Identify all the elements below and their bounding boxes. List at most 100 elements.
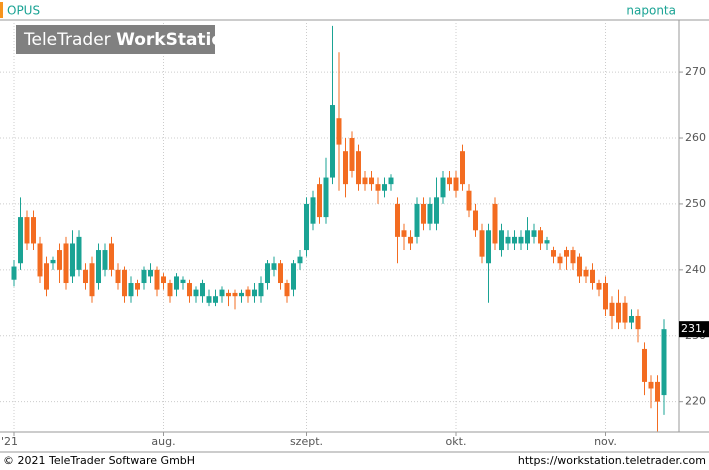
candle-body xyxy=(206,296,212,303)
candle-body xyxy=(122,269,127,297)
candle-body xyxy=(343,151,348,185)
candle-body xyxy=(401,230,407,237)
candle-body xyxy=(622,302,628,323)
y-tick-label: 220 xyxy=(685,395,706,408)
candle-body xyxy=(421,203,426,224)
candle-body xyxy=(408,236,413,244)
candle-body xyxy=(219,289,225,297)
candle-body xyxy=(356,151,361,185)
candle-body xyxy=(291,263,296,290)
candle-body xyxy=(83,269,88,284)
candle-body xyxy=(551,250,556,257)
candle-body xyxy=(265,263,270,284)
candle-body xyxy=(434,197,439,224)
candle-body xyxy=(583,269,589,277)
candle-body xyxy=(505,236,511,244)
plot: 220230240250260270'21aug.szept.okt.nov.2… xyxy=(0,20,709,448)
candle-body xyxy=(414,203,420,237)
logo: TeleTrader WorkStation xyxy=(23,30,235,50)
candle-body xyxy=(63,243,69,284)
candle-body xyxy=(193,289,199,297)
candle-body xyxy=(50,259,56,264)
candle-body xyxy=(655,381,660,402)
candle-body xyxy=(661,329,667,396)
candle-body xyxy=(278,263,283,284)
candle-body xyxy=(37,243,43,277)
candle-body xyxy=(642,348,647,382)
candle-body xyxy=(102,250,108,270)
url: https://workstation.teletrader.com xyxy=(518,454,706,467)
candle-body xyxy=(31,217,36,244)
x-tick-label: '21 xyxy=(1,435,18,448)
candle-body xyxy=(512,236,517,244)
logo-brand: TeleTrader xyxy=(23,30,111,50)
candle-body xyxy=(538,230,543,244)
candle-body xyxy=(466,190,472,211)
candle-body xyxy=(577,256,582,277)
candle-body xyxy=(349,137,355,171)
symbol: OPUS xyxy=(7,4,40,18)
x-tick-label: okt. xyxy=(446,435,467,448)
candle-body xyxy=(154,269,160,290)
candle-body xyxy=(375,184,381,191)
candle-body xyxy=(557,256,563,264)
candle-body xyxy=(187,283,192,297)
candle-body xyxy=(323,177,329,218)
candle-body xyxy=(544,240,550,244)
candle-body xyxy=(109,243,114,270)
interval: naponta xyxy=(626,4,676,18)
candle-body xyxy=(297,256,303,264)
candle-body xyxy=(128,283,134,297)
candle-body xyxy=(213,296,218,303)
x-tick-label: nov. xyxy=(594,435,617,448)
last-price-box xyxy=(679,321,709,338)
candle-body xyxy=(148,269,153,277)
candle-body xyxy=(590,269,595,284)
candle-body xyxy=(486,230,491,264)
candle-body xyxy=(180,279,186,284)
candle-body xyxy=(70,243,75,277)
candle-body xyxy=(245,289,251,297)
candle-body xyxy=(232,292,238,297)
candle-body xyxy=(24,217,30,244)
candle-body xyxy=(479,230,485,257)
candle-body xyxy=(317,184,322,218)
candle-body xyxy=(369,177,374,185)
candle-body xyxy=(596,283,602,290)
candle-body xyxy=(473,210,478,231)
candle-body xyxy=(440,177,446,198)
candle-body xyxy=(167,283,173,297)
candle-body xyxy=(570,250,576,264)
y-tick-label: 250 xyxy=(685,197,706,210)
candle-body xyxy=(161,276,166,284)
y-tick-label: 260 xyxy=(685,131,706,144)
y-tick-label: 270 xyxy=(685,65,706,78)
candle-body xyxy=(525,230,530,244)
x-tick-label: aug. xyxy=(151,435,175,448)
candle-body xyxy=(648,381,654,389)
candle-body xyxy=(330,105,335,178)
candle-body xyxy=(564,250,569,257)
candle-body xyxy=(18,217,23,264)
candle-body xyxy=(89,263,95,297)
logo-product: WorkStation xyxy=(116,30,235,50)
candle-body xyxy=(460,151,465,185)
candle-body xyxy=(239,292,244,297)
candle-body xyxy=(518,236,524,244)
candle-body xyxy=(284,283,290,297)
candle-body xyxy=(310,197,316,224)
candle-body xyxy=(200,283,205,297)
candle-body xyxy=(174,276,179,290)
candle-body xyxy=(141,269,147,284)
last-price-label: 231, xyxy=(681,322,706,335)
candle-body xyxy=(96,250,101,284)
symbol-marker xyxy=(0,2,3,18)
logo-box xyxy=(16,25,215,54)
y-tick-label: 240 xyxy=(685,263,706,276)
candle-body xyxy=(44,263,49,290)
candle-body xyxy=(616,302,621,323)
candle-body xyxy=(388,177,394,185)
candle-body xyxy=(609,302,615,316)
